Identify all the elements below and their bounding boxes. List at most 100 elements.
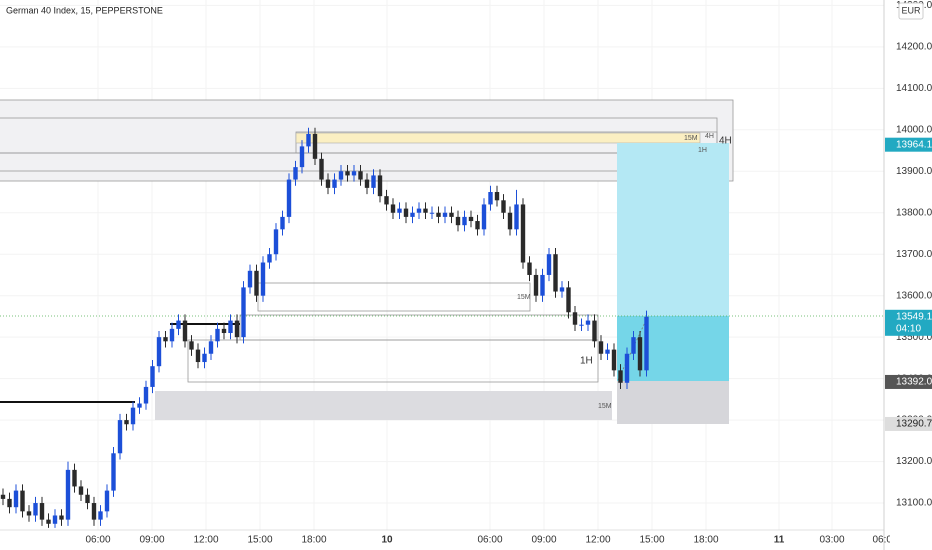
- candle-body: [156, 337, 162, 367]
- candle-body: [345, 171, 350, 176]
- price-marker: [885, 374, 932, 389]
- candle-body: [143, 386, 149, 404]
- candle-body: [319, 158, 324, 180]
- candle-body: [598, 341, 604, 354]
- candle-body: [117, 420, 123, 454]
- price-marker-label: 13290.7: [896, 419, 932, 430]
- candle-body: [137, 403, 142, 408]
- candle-body: [592, 320, 597, 342]
- candle-body: [533, 274, 539, 296]
- candle-body: [254, 270, 259, 296]
- candle-body: [26, 511, 32, 516]
- candle-body: [371, 175, 376, 188]
- zone-15m: [295, 132, 701, 144]
- candle-body: [416, 208, 422, 213]
- candle-body: [293, 167, 298, 180]
- annotation: 15M: [517, 294, 531, 301]
- y-tick-label: 13900.0: [896, 166, 932, 177]
- y-axis-labels: 13100.013200.013300.013400.013500.013600…: [885, 0, 932, 509]
- candle-body: [455, 216, 461, 226]
- price-marker: [885, 416, 932, 431]
- x-tick-label: 11: [774, 535, 785, 546]
- candle-body: [267, 254, 272, 263]
- candle-body: [91, 503, 97, 520]
- x-tick-label: 09:00: [139, 535, 164, 546]
- zone-box: [187, 339, 599, 383]
- candle-body: [501, 200, 506, 213]
- x-tick-label: 03:00: [819, 535, 844, 546]
- candle-body: [377, 175, 383, 197]
- candle-body: [202, 353, 207, 363]
- y-tick-label: 14100.0: [896, 83, 932, 94]
- candle-body: [390, 204, 396, 213]
- target-zone: [617, 143, 729, 316]
- x-tick-label: 15:00: [247, 535, 272, 546]
- candle-body: [189, 341, 194, 350]
- candle-body: [397, 208, 402, 213]
- candle-body: [585, 320, 591, 325]
- countdown: 04:10: [896, 323, 921, 334]
- candle-body: [260, 262, 266, 296]
- candle-body: [527, 262, 532, 275]
- candle-body: [104, 490, 110, 512]
- candle-body: [72, 469, 77, 487]
- candle-body: [39, 503, 45, 520]
- x-tick-label: 09:00: [531, 535, 556, 546]
- candle-body: [384, 196, 389, 205]
- x-axis-labels: 06:00 09:00 12:00 15:00 18:00 10 06:00 09:00 12:…: [85, 535, 897, 546]
- x-tick-label: 18:00: [693, 535, 718, 546]
- candle-body: [332, 179, 337, 188]
- candle-body: [410, 212, 415, 217]
- candle-body: [624, 353, 630, 383]
- price-marker-label: 13549.1: [896, 311, 932, 322]
- candle-body: [306, 133, 311, 147]
- candle-body: [338, 171, 344, 180]
- grid: [0, 0, 884, 530]
- y-tick-label: 13700.0: [896, 249, 932, 260]
- x-tick-label: 10: [381, 535, 393, 546]
- x-tick-label: 15:00: [639, 535, 664, 546]
- candle-body: [241, 287, 246, 338]
- candle-body: [611, 349, 617, 371]
- candle-body: [605, 349, 610, 354]
- x-tick-label: 06:00: [872, 535, 897, 546]
- candle-body: [312, 133, 318, 159]
- y-tick-label: 13500.0: [896, 332, 932, 343]
- zone-box: [257, 282, 531, 312]
- candle-body: [364, 179, 370, 188]
- candle-body: [637, 337, 643, 371]
- candles: [0, 127, 649, 528]
- candle-body: [325, 179, 331, 188]
- candle-body: [176, 320, 181, 329]
- candle-body: [494, 192, 500, 201]
- candle-body: [468, 216, 474, 222]
- candle-body: [520, 204, 526, 263]
- candle-body: [59, 515, 64, 520]
- candle-body: [130, 407, 136, 425]
- candle-body: [540, 274, 545, 296]
- candle-body: [559, 287, 565, 292]
- candle-body: [572, 312, 578, 325]
- y-tick-label: 13800.0: [896, 207, 932, 218]
- y-tick-label: 14000.0: [896, 124, 932, 135]
- candle-body: [46, 519, 51, 524]
- candle-body: [358, 171, 363, 180]
- zone-15m-demand: [155, 391, 612, 420]
- candle-body: [514, 204, 519, 230]
- currency: EUR: [901, 5, 921, 15]
- candle-body: [234, 320, 240, 338]
- candle-body: [208, 341, 214, 354]
- x-tick-label: 12:00: [193, 535, 218, 546]
- candle-body: [566, 287, 571, 313]
- price-marker-label: 13964.1: [896, 139, 932, 150]
- price-marker: [885, 309, 932, 336]
- y-tick-label: 14200.0: [896, 42, 932, 53]
- candle-body: [618, 370, 623, 383]
- candle-body: [286, 179, 292, 217]
- candle-body: [65, 469, 71, 520]
- candle-body: [98, 511, 103, 520]
- annotation: 15M: [684, 135, 698, 142]
- x-tick-label: 18:00: [301, 535, 326, 546]
- candle-body: [215, 328, 220, 342]
